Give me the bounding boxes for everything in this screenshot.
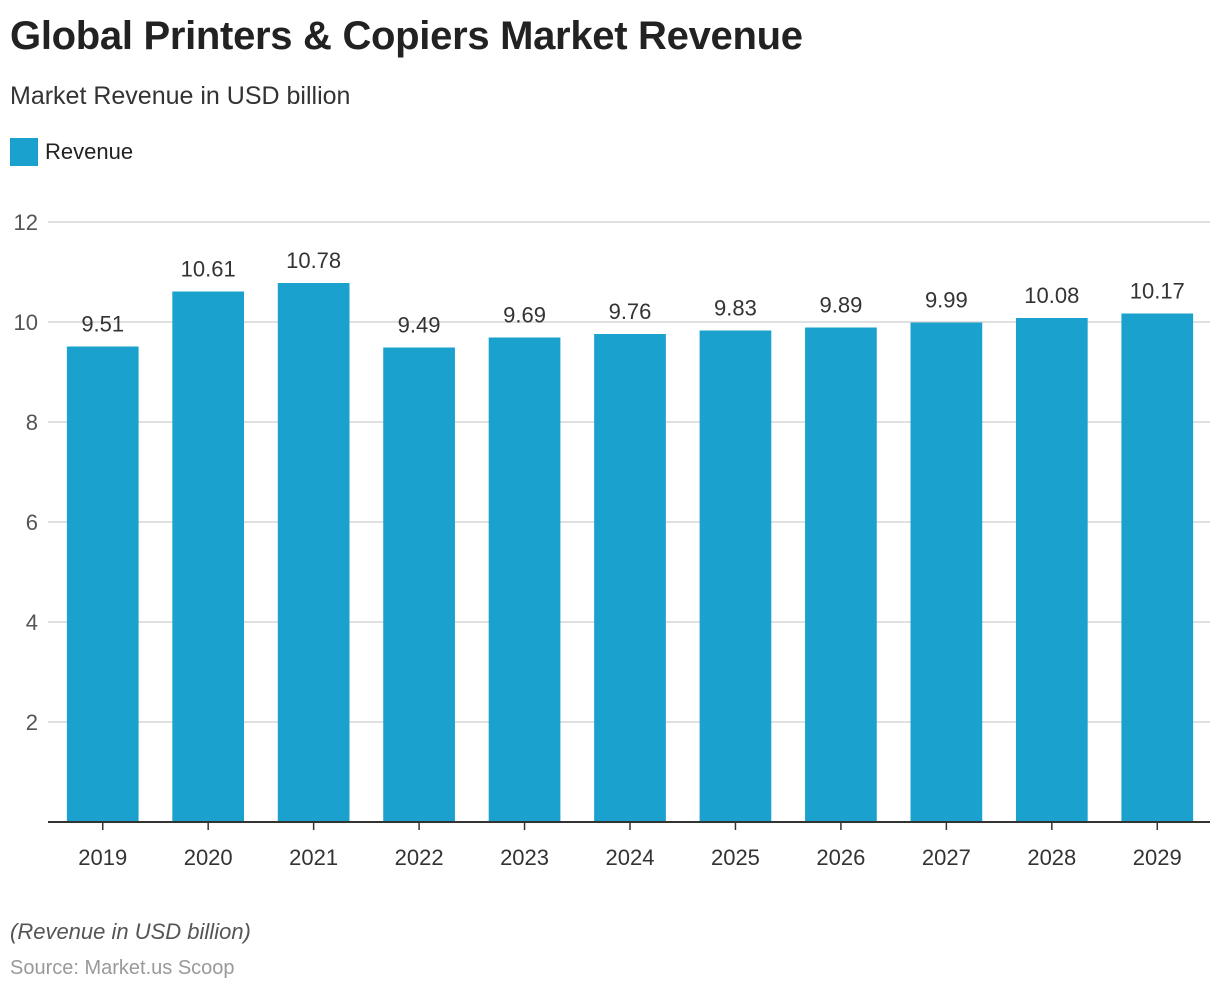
bar-2025: [699, 330, 772, 822]
y-tick-label: 4: [26, 610, 38, 635]
data-label-2019: 9.51: [81, 312, 124, 337]
y-tick-label: 12: [14, 210, 38, 235]
data-label-2022: 9.49: [398, 313, 441, 338]
bar-2020: [172, 291, 245, 822]
data-label-2021: 10.78: [286, 248, 341, 273]
bar-2023: [488, 337, 561, 822]
y-tick-label: 6: [26, 510, 38, 535]
bar-2029: [1121, 313, 1194, 822]
x-tick-label-2025: 2025: [711, 845, 760, 870]
data-label-2023: 9.69: [503, 303, 546, 328]
x-tick-label-2024: 2024: [606, 845, 655, 870]
bar-2026: [805, 327, 877, 822]
bar-2019: [66, 346, 139, 822]
data-label-2028: 10.08: [1024, 283, 1079, 308]
bar-2021: [277, 283, 350, 822]
data-label-2027: 9.99: [925, 288, 968, 313]
chart-subtitle: Market Revenue in USD billion: [10, 82, 351, 110]
footnote: (Revenue in USD billion): [10, 919, 251, 944]
x-tick-label-2020: 2020: [184, 845, 233, 870]
data-label-2025: 9.83: [714, 296, 757, 321]
legend-swatch-revenue: [10, 138, 38, 166]
y-tick-label: 8: [26, 410, 38, 435]
x-tick-label-2026: 2026: [816, 845, 865, 870]
data-label-2029: 10.17: [1130, 279, 1185, 304]
data-label-2024: 9.76: [609, 299, 652, 324]
x-tick-label-2028: 2028: [1027, 845, 1076, 870]
chart-title: Global Printers & Copiers Market Revenue: [10, 14, 803, 58]
bar-2027: [910, 322, 983, 822]
data-label-2020: 10.61: [181, 257, 236, 282]
x-tick-label-2022: 2022: [395, 845, 444, 870]
source-credit: Source: Market.us Scoop: [10, 957, 235, 979]
bar-2028: [1015, 318, 1088, 822]
x-tick-label-2019: 2019: [78, 845, 127, 870]
x-tick-label-2027: 2027: [922, 845, 971, 870]
legend-label-revenue: Revenue: [45, 139, 134, 164]
x-tick-label-2029: 2029: [1133, 845, 1182, 870]
data-label-2026: 9.89: [819, 293, 862, 318]
y-tick-label: 10: [14, 310, 38, 335]
bar-2022: [383, 347, 455, 822]
x-tick-label-2021: 2021: [289, 845, 338, 870]
x-tick-label-2023: 2023: [500, 845, 549, 870]
legend: Revenue: [10, 137, 133, 167]
y-tick-label: 2: [26, 710, 38, 735]
bar-2024: [594, 334, 666, 822]
